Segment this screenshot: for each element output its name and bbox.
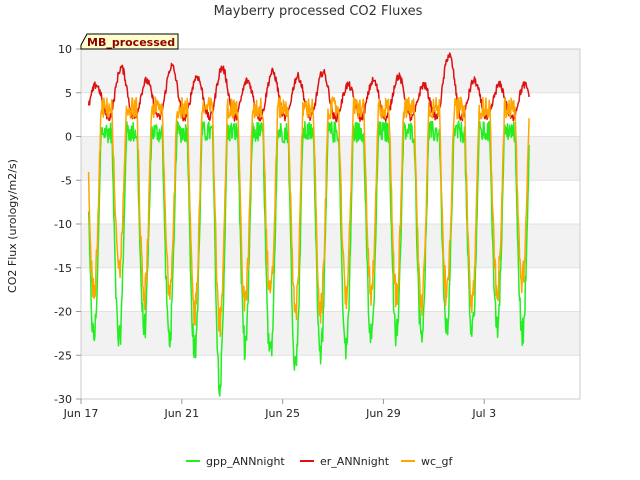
plot-band [81, 180, 580, 224]
series-layer [87, 52, 530, 397]
legend-label-2: wc_gf [421, 455, 454, 468]
x-axis-ticks: Jun 17 Jun 21 Jun 25 Jun 29 Jul 3 [63, 399, 496, 420]
y-tick-label: -25 [54, 349, 72, 362]
chart-title: Mayberry processed CO2 Fluxes [214, 4, 423, 19]
plot-band [81, 267, 580, 312]
plot-band [81, 224, 580, 268]
legend-label-1: er_ANNnight [320, 455, 390, 468]
plot-band [81, 311, 580, 356]
legend-label-0: gpp_ANNnight [206, 455, 285, 468]
wc-gf-line [87, 96, 530, 338]
y-tick-label: -30 [54, 393, 72, 406]
y-tick-label: -5 [61, 174, 72, 187]
x-tick-label: Jun 29 [365, 407, 401, 420]
x-tick-label: Jul 3 [471, 407, 496, 420]
y-axis-ticks: -30 -25 -20 -15 -10 -5 0 5 10 [54, 43, 81, 406]
x-tick-label: Jun 21 [163, 407, 199, 420]
y-tick-label: -20 [54, 306, 72, 319]
legend: gpp_ANNnight er_ANNnight wc_gf [186, 455, 454, 468]
y-tick-label: 0 [65, 131, 72, 144]
badge-label: MB_processed [87, 36, 175, 49]
y-tick-label: 10 [58, 43, 72, 56]
plot-band [81, 355, 580, 399]
y-tick-label: 5 [65, 87, 72, 100]
y-tick-label: -15 [54, 262, 72, 275]
x-tick-label: Jun 25 [264, 407, 300, 420]
plot-band [81, 136, 580, 181]
gpp-annnight-line [87, 120, 530, 397]
plot-band [81, 49, 580, 93]
y-tick-label: -10 [54, 218, 72, 231]
y-axis-label: CO2 Flux (urology/m2/s) [6, 159, 19, 293]
mb-processed-badge: MB_processed [80, 33, 179, 50]
x-tick-label: Jun 17 [63, 407, 99, 420]
